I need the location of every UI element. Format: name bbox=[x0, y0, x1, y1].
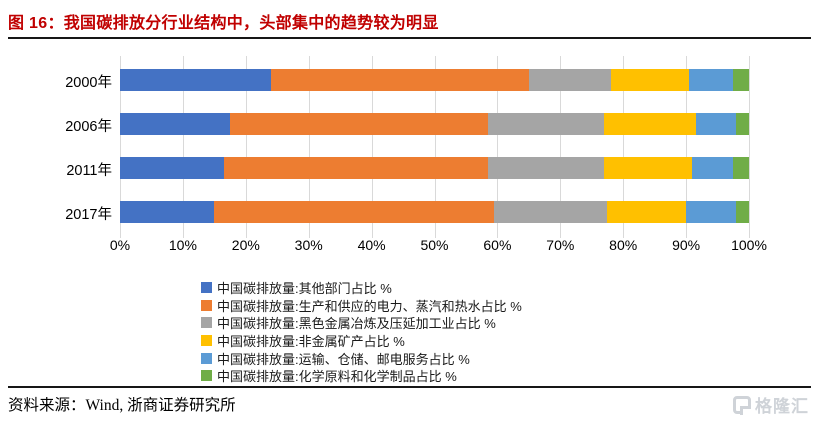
bar-segment bbox=[487, 113, 605, 135]
legend-label: 中国碳排放量:运输、仓储、邮电服务占比 % bbox=[217, 351, 470, 367]
gelonghui-logo-icon bbox=[733, 395, 751, 415]
figure-title: 图 16：我国碳排放分行业结构中，头部集中的趋势较为明显 bbox=[8, 15, 439, 32]
bar-segment bbox=[692, 157, 734, 179]
legend-marker-icon bbox=[201, 352, 212, 364]
legend-label: 中国碳排放量:非金属矿产占比 % bbox=[217, 334, 405, 350]
legend-label: 中国碳排放量:生产和供应的电力、蒸汽和热水占比 % bbox=[217, 298, 522, 314]
legend-item: 中国碳排放量:运输、仓储、邮电服务占比 % bbox=[201, 349, 522, 367]
legend-marker-icon bbox=[201, 370, 212, 382]
title-divider bbox=[8, 37, 811, 39]
gridline bbox=[749, 56, 750, 238]
bar-segment bbox=[689, 69, 734, 91]
x-tick-label: 0% bbox=[109, 237, 131, 253]
gridline bbox=[623, 56, 625, 238]
bar-segment bbox=[223, 157, 488, 179]
watermark-text: 格隆汇 bbox=[755, 397, 809, 416]
gridline bbox=[182, 56, 184, 238]
bar-segment bbox=[695, 113, 737, 135]
legend-marker-icon bbox=[201, 282, 212, 294]
legend-item: 中国碳排放量:黑色金属冶炼及压延加工业占比 % bbox=[201, 314, 522, 332]
bar-segment bbox=[604, 113, 696, 135]
legend-marker-icon bbox=[201, 335, 212, 347]
x-tick-label: 100% bbox=[731, 237, 767, 253]
gridline bbox=[120, 56, 121, 238]
bar-segment bbox=[528, 69, 611, 91]
legend-marker-icon bbox=[201, 317, 212, 329]
gridline bbox=[245, 56, 247, 238]
gridline bbox=[686, 56, 688, 238]
source-note: 资料来源：Wind, 浙商证券研究所 bbox=[8, 397, 236, 414]
bar-segment bbox=[120, 69, 271, 91]
watermark: 格隆汇 bbox=[733, 392, 809, 417]
legend-label: 中国碳排放量:化学原料和化学制品占比 % bbox=[217, 369, 457, 385]
bar-row-2011年 bbox=[120, 157, 749, 179]
bar-segment bbox=[610, 69, 690, 91]
bar-segment bbox=[686, 201, 737, 223]
legend-label: 中国碳排放量:黑色金属冶炼及压延加工业占比 % bbox=[217, 316, 496, 332]
gridline bbox=[434, 56, 436, 238]
gridline bbox=[497, 56, 499, 238]
gridline bbox=[371, 56, 373, 238]
gridline bbox=[308, 56, 310, 238]
y-category-label: 2000年 bbox=[65, 75, 112, 91]
chart-plot-area bbox=[120, 56, 750, 238]
legend-item: 中国碳排放量:其他部门占比 % bbox=[201, 279, 522, 297]
x-tick-label: 70% bbox=[546, 237, 575, 253]
bar-segment bbox=[604, 157, 693, 179]
gridline bbox=[560, 56, 562, 238]
bar-segment bbox=[214, 201, 495, 223]
bar-segment bbox=[607, 201, 687, 223]
x-tick-label: 40% bbox=[357, 237, 386, 253]
legend-marker-icon bbox=[201, 299, 212, 311]
bar-segment bbox=[120, 113, 231, 135]
bar-segment bbox=[230, 113, 488, 135]
x-tick-label: 10% bbox=[168, 237, 197, 253]
x-tick-label: 50% bbox=[420, 237, 449, 253]
bar-segment bbox=[120, 157, 224, 179]
bar-row-2006年 bbox=[120, 113, 749, 135]
y-category-label: 2006年 bbox=[65, 119, 112, 135]
x-tick-label: 90% bbox=[672, 237, 701, 253]
bar-segment bbox=[733, 69, 749, 91]
bar-segment bbox=[270, 69, 529, 91]
y-category-label: 2011年 bbox=[66, 163, 112, 179]
legend-label: 中国碳排放量:其他部门占比 % bbox=[217, 281, 392, 297]
x-tick-label: 80% bbox=[609, 237, 638, 253]
bar-segment bbox=[120, 201, 215, 223]
bar-segment bbox=[494, 201, 608, 223]
bar-segment bbox=[736, 201, 749, 223]
bar-row-2000年 bbox=[120, 69, 749, 91]
x-tick-label: 60% bbox=[483, 237, 512, 253]
x-tick-label: 20% bbox=[231, 237, 260, 253]
bar-segment bbox=[487, 157, 605, 179]
footer-divider bbox=[8, 386, 811, 388]
y-category-label: 2017年 bbox=[65, 207, 112, 223]
bar-row-2017年 bbox=[120, 201, 749, 223]
legend-item: 中国碳排放量:化学原料和化学制品占比 % bbox=[201, 367, 522, 385]
bar-segment bbox=[733, 157, 749, 179]
bar-segment bbox=[736, 113, 749, 135]
chart-legend: 中国碳排放量:其他部门占比 % 中国碳排放量:生产和供应的电力、蒸汽和热水占比 %… bbox=[201, 279, 522, 385]
x-tick-label: 30% bbox=[294, 237, 323, 253]
legend-item: 中国碳排放量:非金属矿产占比 % bbox=[201, 332, 522, 350]
legend-item: 中国碳排放量:生产和供应的电力、蒸汽和热水占比 % bbox=[201, 297, 522, 315]
